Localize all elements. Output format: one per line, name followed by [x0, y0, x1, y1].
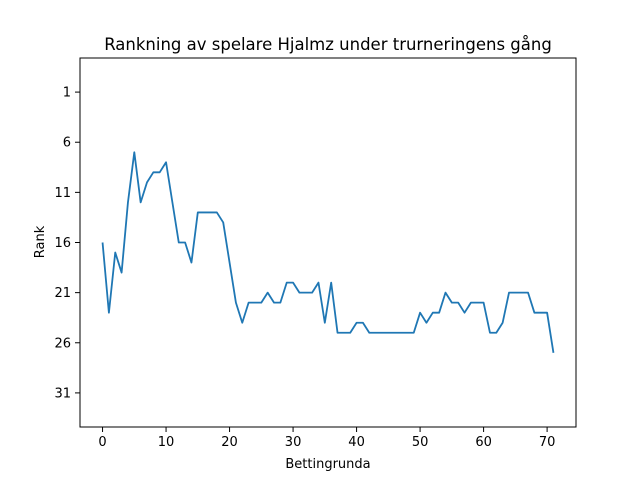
y-axis-label: Rank — [33, 225, 48, 258]
x-axis-label: Bettingrunda — [285, 457, 370, 472]
x-tick-label: 30 — [285, 435, 302, 450]
x-tick-label: 10 — [158, 435, 175, 450]
y-tick-label: 21 — [54, 286, 71, 301]
y-tick-label: 6 — [63, 136, 71, 151]
chart-title: Rankning av spelare Hjalmz under trurner… — [104, 35, 552, 54]
x-tick-label: 50 — [412, 435, 429, 450]
y-tick-label: 26 — [54, 336, 71, 351]
x-tick-label: 40 — [348, 435, 365, 450]
series-line — [101, 151, 555, 353]
x-tick-label: 70 — [539, 435, 556, 450]
x-tick-label: 60 — [475, 435, 492, 450]
y-tick-label: 11 — [54, 186, 71, 201]
y-tick-label: 1 — [63, 86, 71, 101]
plot-frame — [79, 57, 577, 428]
y-tick-label: 31 — [54, 386, 71, 401]
x-tick-label: 0 — [98, 435, 106, 450]
y-tick-label: 16 — [54, 236, 71, 251]
x-tick-label: 20 — [221, 435, 238, 450]
